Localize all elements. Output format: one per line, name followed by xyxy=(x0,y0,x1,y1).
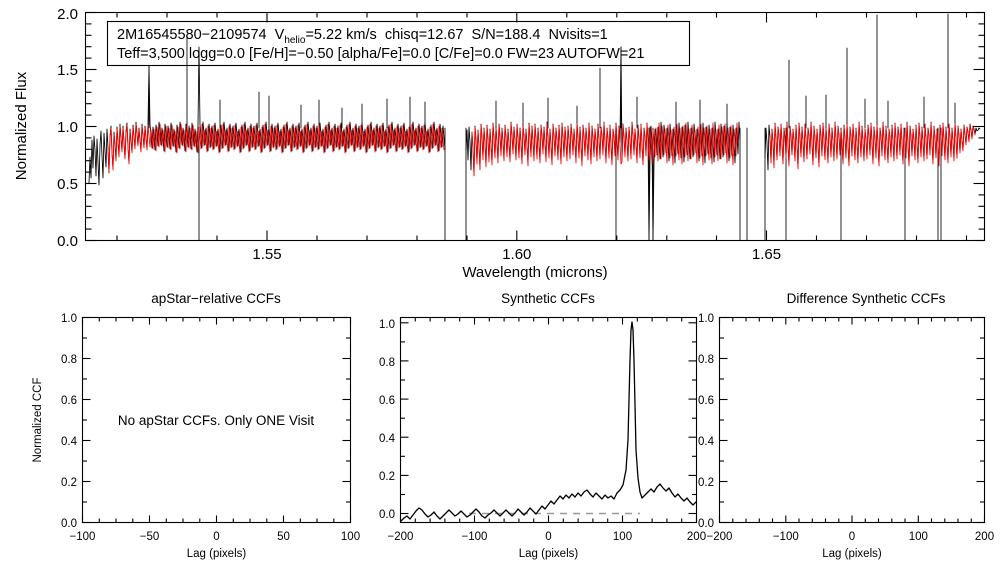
ccf-panel-3-y-axis: 0.0 0.2 0.4 0.6 0.8 1.0 xyxy=(698,313,985,530)
ccf2-xtick-4: 200 xyxy=(687,531,706,543)
ccf1-ytick-4: 0.8 xyxy=(61,354,77,366)
ccf3-ytick-3: 0.6 xyxy=(698,395,714,407)
spectrum-xtick-1: 1.60 xyxy=(502,246,531,263)
info-chisq: chisq=12.67 xyxy=(385,27,464,43)
ccf-panel-2-y-axis: 0.0 0.2 0.4 0.6 0.8 1.0 xyxy=(379,319,697,521)
ccf2-xlabel: Lag (pixels) xyxy=(519,548,579,560)
ccf3-xtick-0: −200 xyxy=(707,531,733,543)
ccf3-ytick-4: 0.8 xyxy=(698,354,714,366)
ccf2-ytick-2: 0.4 xyxy=(379,433,396,445)
synthetic-spectrum-chip-b xyxy=(471,122,739,177)
info-v-subscript: helio xyxy=(284,35,306,46)
spectrum-ylabel: Normalized Flux xyxy=(13,71,30,180)
spectrum-ytick-4: 2.0 xyxy=(57,6,78,23)
ccf3-xtick-1: −100 xyxy=(773,531,799,543)
spectrum-traces xyxy=(88,13,981,240)
spectrum-info-box: 2M16545580−2109574 Vhelio=5.22 km/s chis… xyxy=(106,20,691,67)
ccf2-ytick-3: 0.6 xyxy=(379,395,395,407)
ccf2-ytick-4: 0.8 xyxy=(379,357,395,369)
ccf2-xtick-2: 0 xyxy=(545,531,551,543)
ccf3-xtick-2: 0 xyxy=(849,531,855,543)
ccf2-xtick-1: −100 xyxy=(462,531,488,543)
spectrum-ytick-2: 1.0 xyxy=(57,119,78,136)
ccf2-ytick-5: 1.0 xyxy=(379,319,395,331)
ccf1-xtick-3: 50 xyxy=(277,531,290,543)
ccf1-xlabel: Lag (pixels) xyxy=(187,548,247,560)
difference-synthetic-ccf-panel: Difference Synthetic CCFs xyxy=(698,291,994,560)
ccf1-ytick-3: 0.6 xyxy=(61,395,77,407)
ccf2-xtick-0: −200 xyxy=(388,531,414,543)
spectrum-panel: 0.0 0.5 1.0 1.5 2.0 xyxy=(13,6,986,281)
ccf3-xlabel: Lag (pixels) xyxy=(822,548,882,560)
ccf1-ytick-0: 0.0 xyxy=(61,518,77,530)
ccf1-xtick-0: −100 xyxy=(70,531,96,543)
apstar-relative-ccf-panel: apStar−relative CCFs xyxy=(32,291,360,560)
spectrum-xlabel: Wavelength (microns) xyxy=(462,264,607,281)
ccf2-ytick-1: 0.2 xyxy=(379,471,395,483)
spectrum-y-minor-ticks xyxy=(85,23,985,230)
no-ccf-message: No apStar CCFs. Only ONE Visit xyxy=(118,413,315,428)
ccf1-ytick-2: 0.4 xyxy=(61,436,78,448)
spectrum-x-axis: 1.55 1.60 1.65 xyxy=(116,12,968,263)
ccf3-ytick-1: 0.2 xyxy=(698,477,714,489)
spectrum-spikes xyxy=(148,13,956,240)
info-line-2: Teff=3,500 logg=0.0 [Fe/H]=−0.50 [alpha/… xyxy=(117,46,644,62)
synthetic-spectrum-chip-c xyxy=(769,122,976,170)
ccf1-xtick-2: 0 xyxy=(213,531,219,543)
ccf-panel-1-x-axis: −100 −50 0 50 100 xyxy=(70,317,360,543)
synthetic-ccf-panel: Synthetic CCFs xyxy=(379,291,706,560)
ccf3-ytick-2: 0.4 xyxy=(698,436,715,448)
synthetic-ccf-curve xyxy=(401,321,696,522)
ccf-panel-2-x-axis: −200 −100 0 100 200 xyxy=(388,317,706,543)
svg-text:2M16545580−2109574 Vhelio=5.2: 2M16545580−2109574 Vhelio=5.22 km/s chis… xyxy=(117,27,608,46)
info-snr: S/N=188.4 xyxy=(472,27,541,43)
info-v-value: =5.22 km/s xyxy=(305,27,376,43)
info-nvisits: Nvisits=1 xyxy=(549,27,608,43)
info-v-prefix: V xyxy=(275,27,285,43)
ccf-panel-2-title: Synthetic CCFs xyxy=(501,291,595,306)
ccf1-ytick-1: 0.2 xyxy=(61,477,77,489)
spectrum-ytick-0: 0.0 xyxy=(57,233,78,250)
spectrum-ytick-3: 1.5 xyxy=(57,62,78,79)
ccf3-ytick-0: 0.0 xyxy=(698,518,714,530)
ccf3-xtick-3: 100 xyxy=(909,531,928,543)
ccf1-ytick-5: 1.0 xyxy=(61,313,77,325)
info-star-id: 2M16545580−2109574 xyxy=(117,27,267,43)
ccf2-xtick-3: 100 xyxy=(613,531,632,543)
synthetic-spectrum-chip-a xyxy=(107,123,445,173)
ccf-panel-1-y-axis: 0.0 0.2 0.4 0.6 0.8 1.0 xyxy=(61,313,351,530)
ccf2-ytick-0: 0.0 xyxy=(379,509,395,521)
ccf-panel-3-x-axis: −200 −100 0 100 200 xyxy=(707,317,994,543)
spectrum-xtick-0: 1.55 xyxy=(252,246,281,263)
ccf-panel-1-title: apStar−relative CCFs xyxy=(151,291,281,306)
ccf1-ylabel: Normalized CCF xyxy=(32,378,44,463)
spectrum-xtick-2: 1.65 xyxy=(752,246,781,263)
spectrum-ytick-1: 0.5 xyxy=(57,176,78,193)
ccf3-xtick-4: 200 xyxy=(975,531,994,543)
ccf1-xtick-4: 100 xyxy=(341,531,360,543)
ccf-panel-3-title: Difference Synthetic CCFs xyxy=(787,291,946,306)
ccf3-ytick-5: 1.0 xyxy=(698,313,714,325)
ccf1-xtick-1: −50 xyxy=(140,531,160,543)
spectrum-y-axis: 0.0 0.5 1.0 1.5 2.0 xyxy=(57,6,985,250)
